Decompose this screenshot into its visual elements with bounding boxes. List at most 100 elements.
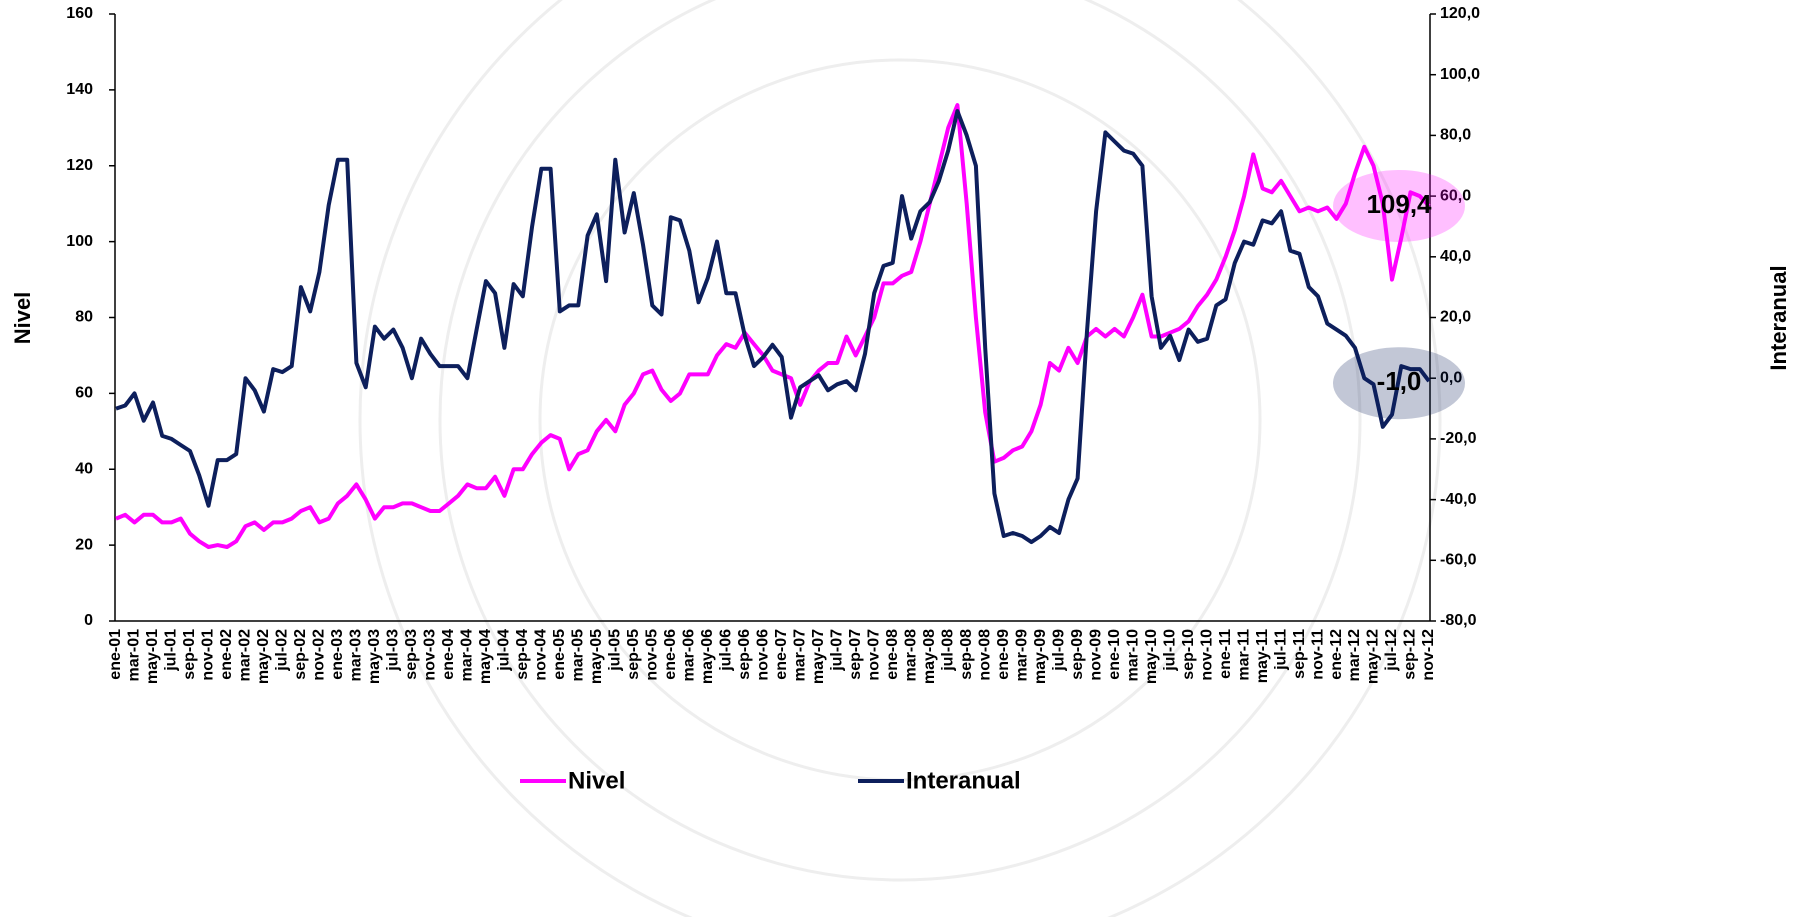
x-tick-label: ene-05: [551, 629, 568, 680]
x-tick-label: sep-06: [736, 629, 753, 680]
x-tick-label: jul-03: [385, 629, 402, 672]
x-tick-label: mar-12: [1346, 629, 1363, 682]
y2-tick-label: -60,0: [1440, 552, 1477, 569]
x-tick-label: mar-05: [570, 629, 587, 682]
y-axis-label: Nivel: [10, 292, 35, 345]
y-tick-label: 40: [75, 460, 93, 477]
x-tick-label: nov-01: [200, 629, 217, 681]
x-tick-label: jul-11: [1272, 629, 1289, 671]
y2-axis-label: Interanual: [1766, 265, 1791, 370]
x-tick-label: jul-02: [274, 629, 291, 672]
x-tick-label: may-07: [810, 629, 827, 684]
x-tick-label: jul-04: [496, 629, 513, 672]
x-tick-label: sep-11: [1291, 629, 1308, 679]
x-tick-label: nov-06: [754, 629, 771, 681]
x-tick-label: nov-04: [533, 629, 550, 681]
x-tick-label: sep-01: [181, 629, 198, 680]
x-tick-label: mar-03: [348, 629, 365, 682]
y-tick-label: 140: [66, 81, 93, 98]
y-tick-label: 160: [66, 5, 93, 22]
x-tick-label: jul-07: [828, 629, 845, 672]
x-tick-label: may-10: [1143, 629, 1160, 684]
y-tick-label: 60: [75, 385, 93, 402]
x-tick-label: jul-06: [717, 629, 734, 672]
x-tick-label: mar-08: [902, 629, 919, 682]
x-tick-label: sep-10: [1180, 629, 1197, 680]
y2-tick-label: -20,0: [1440, 430, 1477, 447]
x-tick-label: jul-05: [607, 629, 624, 672]
x-tick-label: nov-09: [1087, 629, 1104, 681]
x-tick-label: ene-03: [329, 629, 346, 680]
x-tick-label: sep-12: [1402, 629, 1419, 680]
value-label-bubble: [1333, 347, 1465, 420]
x-tick-label: sep-08: [958, 629, 975, 680]
x-tick-label: mar-09: [1013, 629, 1030, 682]
y2-tick-label: 0,0: [1440, 369, 1462, 386]
x-tick-label: nov-03: [422, 629, 439, 681]
y-tick-label: 20: [75, 536, 93, 553]
x-tick-label: nov-08: [976, 629, 993, 681]
x-tick-label: ene-09: [995, 629, 1012, 680]
x-tick-label: nov-12: [1420, 629, 1437, 681]
x-tick-label: mar-06: [681, 629, 698, 682]
x-tick-label: nov-10: [1198, 629, 1215, 681]
value-label: -1,0: [1377, 366, 1422, 396]
x-tick-label: ene-04: [440, 629, 457, 680]
x-tick-label: sep-07: [847, 629, 864, 680]
x-tick-label: may-03: [366, 629, 383, 684]
x-tick-label: jul-09: [1050, 629, 1067, 672]
y2-tick-label: 60,0: [1440, 187, 1471, 204]
x-tick-label: may-02: [255, 629, 272, 684]
x-tick-label: ene-10: [1106, 629, 1123, 680]
x-tick-label: ene-11: [1217, 629, 1234, 679]
y-tick-label: 120: [66, 157, 93, 174]
y2-tick-label: -80,0: [1440, 612, 1477, 629]
y-tick-label: 0: [84, 612, 93, 629]
y2-tick-label: 40,0: [1440, 248, 1471, 265]
x-tick-label: may-11: [1254, 629, 1271, 683]
x-tick-label: jul-12: [1383, 629, 1400, 672]
x-tick-label: mar-10: [1124, 629, 1141, 682]
x-tick-label: may-04: [477, 629, 494, 684]
y2-tick-label: 20,0: [1440, 309, 1471, 326]
y2-tick-label: 100,0: [1440, 66, 1480, 83]
x-tick-label: ene-12: [1328, 629, 1345, 680]
legend-label: Nivel: [568, 767, 625, 794]
x-tick-label: sep-05: [625, 629, 642, 680]
x-tick-label: may-05: [588, 629, 605, 684]
x-tick-label: ene-01: [107, 629, 124, 680]
x-tick-label: ene-02: [218, 629, 235, 680]
x-tick-label: nov-11: [1309, 629, 1326, 680]
x-tick-label: sep-02: [292, 629, 309, 680]
x-tick-label: jul-01: [163, 629, 180, 672]
y2-tick-label: -40,0: [1440, 491, 1477, 508]
x-tick-label: mar-01: [126, 629, 143, 682]
x-tick-label: nov-02: [311, 629, 328, 681]
x-tick-label: jul-10: [1161, 629, 1178, 672]
series-line: [115, 103, 1431, 549]
x-tick-label: ene-07: [773, 629, 790, 680]
x-tick-label: sep-03: [403, 629, 420, 680]
series-line: [115, 109, 1431, 545]
x-tick-label: jul-08: [939, 629, 956, 672]
x-tick-label: sep-04: [514, 629, 531, 680]
x-tick-label: may-01: [144, 629, 161, 684]
x-tick-label: mar-04: [459, 629, 476, 682]
x-tick-label: ene-06: [662, 629, 679, 680]
x-tick-label: sep-09: [1069, 629, 1086, 680]
y2-tick-label: 120,0: [1440, 5, 1480, 22]
x-tick-label: mar-02: [237, 629, 254, 682]
x-tick-label: mar-07: [791, 629, 808, 682]
x-tick-label: may-09: [1032, 629, 1049, 684]
x-tick-label: may-06: [699, 629, 716, 684]
y-tick-label: 100: [66, 233, 93, 250]
x-tick-label: ene-08: [884, 629, 901, 680]
x-tick-label: nov-07: [865, 629, 882, 681]
x-tick-label: nov-05: [644, 629, 661, 681]
legend-label: Interanual: [906, 767, 1021, 794]
value-label: 109,4: [1366, 189, 1432, 219]
x-tick-label: mar-11: [1235, 629, 1252, 681]
y2-tick-label: 80,0: [1440, 127, 1471, 144]
x-tick-label: may-12: [1365, 629, 1382, 684]
